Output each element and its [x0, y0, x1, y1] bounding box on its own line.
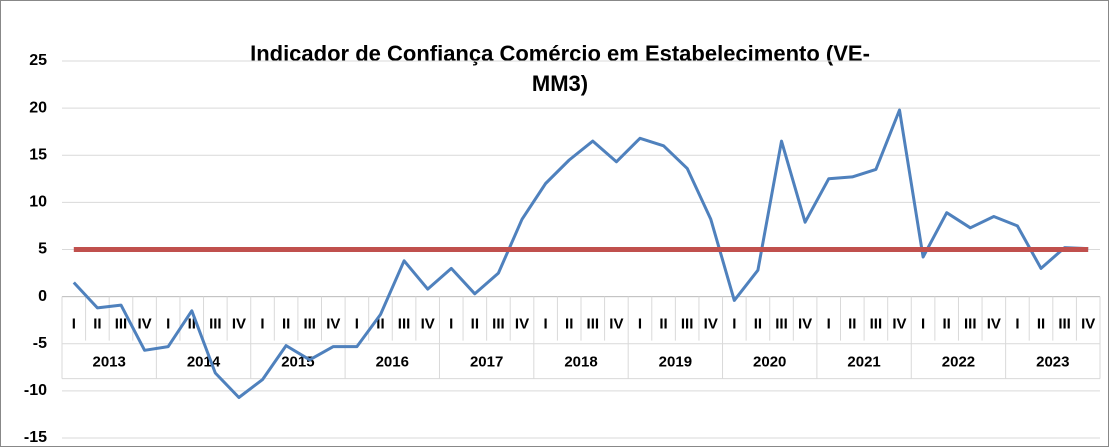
y-tick-label: 20 — [29, 99, 47, 116]
x-tick-label: I — [638, 316, 642, 333]
x-tick-label: IV — [609, 316, 623, 333]
x-tick-label: III — [775, 316, 788, 333]
y-tick-label: -5 — [33, 335, 47, 352]
x-tick-label: II — [188, 316, 196, 333]
x-tick-label: III — [1058, 316, 1071, 333]
x-group-label: 2020 — [753, 354, 786, 371]
x-group-label: 2021 — [847, 354, 880, 371]
x-group-label: 2015 — [281, 354, 314, 371]
x-group-label: 2016 — [376, 354, 409, 371]
x-group-label: 2019 — [659, 354, 692, 371]
x-tick-label: IV — [798, 316, 812, 333]
x-tick-label: III — [303, 316, 316, 333]
x-tick-label: IV — [326, 316, 340, 333]
x-tick-label: I — [166, 316, 170, 333]
x-tick-label: II — [659, 316, 667, 333]
x-tick-label: I — [260, 316, 264, 333]
x-tick-label: IV — [515, 316, 529, 333]
x-tick-label: I — [732, 316, 736, 333]
x-group-label: 2018 — [564, 354, 597, 371]
x-tick-label: IV — [892, 316, 906, 333]
series-line — [72, 108, 1089, 399]
y-tick-label: -10 — [24, 382, 47, 399]
x-tick-label: IV — [232, 316, 246, 333]
x-tick-label: I — [827, 316, 831, 333]
x-tick-label: II — [754, 316, 762, 333]
x-tick-label: I — [921, 316, 925, 333]
x-tick-label: II — [1037, 316, 1045, 333]
chart-title: Indicador de Confiança Comércio em Estab… — [250, 41, 870, 66]
y-tick-label: 10 — [29, 194, 47, 211]
x-tick-label: II — [282, 316, 290, 333]
y-tick-label: 15 — [29, 146, 47, 163]
x-tick-label: II — [93, 316, 101, 333]
x-tick-label: III — [870, 316, 883, 333]
x-tick-label: III — [398, 316, 411, 333]
x-tick-label: II — [471, 316, 479, 333]
y-tick-label: 5 — [38, 241, 47, 258]
x-group-label: 2023 — [1036, 354, 1069, 371]
x-tick-label: I — [355, 316, 359, 333]
x-tick-label: III — [964, 316, 977, 333]
x-group-label: 2014 — [187, 354, 221, 371]
chart-title: MM3) — [532, 71, 588, 96]
x-tick-label: III — [209, 316, 222, 333]
x-tick-label: IV — [421, 316, 435, 333]
y-tick-label: 25 — [29, 52, 47, 69]
x-tick-label: I — [449, 316, 453, 333]
y-tick-label: -15 — [24, 429, 47, 446]
x-tick-label: I — [544, 316, 548, 333]
x-tick-label: I — [72, 316, 76, 333]
x-tick-label: II — [376, 316, 384, 333]
x-tick-label: IV — [1081, 316, 1095, 333]
x-group-label: 2022 — [942, 354, 975, 371]
x-tick-label: IV — [987, 316, 1001, 333]
x-tick-label: IV — [137, 316, 151, 333]
x-tick-label: III — [587, 316, 600, 333]
x-tick-label: I — [1015, 316, 1019, 333]
y-tick-label: 0 — [38, 288, 47, 305]
x-tick-label: III — [681, 316, 694, 333]
x-tick-label: II — [942, 316, 950, 333]
x-tick-label: II — [848, 316, 856, 333]
x-tick-label: IV — [704, 316, 718, 333]
x-tick-label: II — [565, 316, 573, 333]
x-group-label: 2017 — [470, 354, 503, 371]
x-tick-label: III — [492, 316, 505, 333]
x-tick-label: III — [115, 316, 128, 333]
x-group-label: 2013 — [92, 354, 125, 371]
